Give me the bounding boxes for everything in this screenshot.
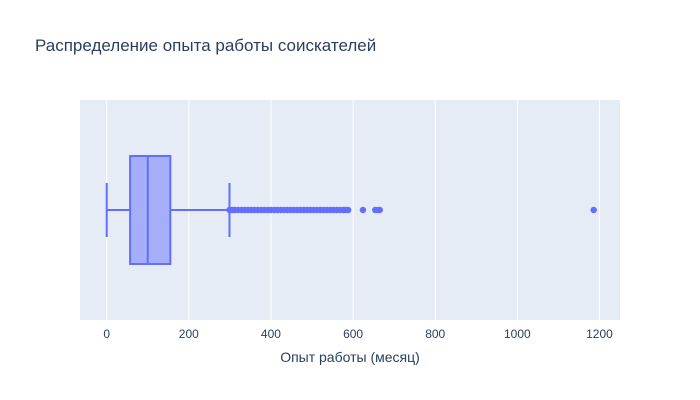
outlier-points[interactable] — [226, 206, 597, 214]
x-axis-ticks: 0 200 400 600 800 1000 1200 — [103, 327, 613, 341]
outlier-point[interactable] — [376, 206, 383, 214]
outlier-point[interactable] — [590, 206, 597, 214]
x-tick-label-200: 200 — [179, 327, 199, 341]
x-tick-label-1200: 1200 — [586, 327, 613, 341]
chart-title: Распределение опыта работы соискателей — [35, 36, 376, 55]
x-tick-label-400: 400 — [261, 327, 281, 341]
x-tick-label-800: 800 — [425, 327, 445, 341]
x-tick-label-0: 0 — [103, 327, 110, 341]
x-tick-label-1000: 1000 — [504, 327, 531, 341]
outlier-point[interactable] — [359, 206, 367, 214]
x-axis-label: Опыт работы (месяц) — [280, 349, 420, 365]
outlier-point[interactable] — [344, 206, 352, 214]
interquartile-box[interactable] — [129, 155, 172, 265]
x-tick-label-600: 600 — [343, 327, 363, 341]
